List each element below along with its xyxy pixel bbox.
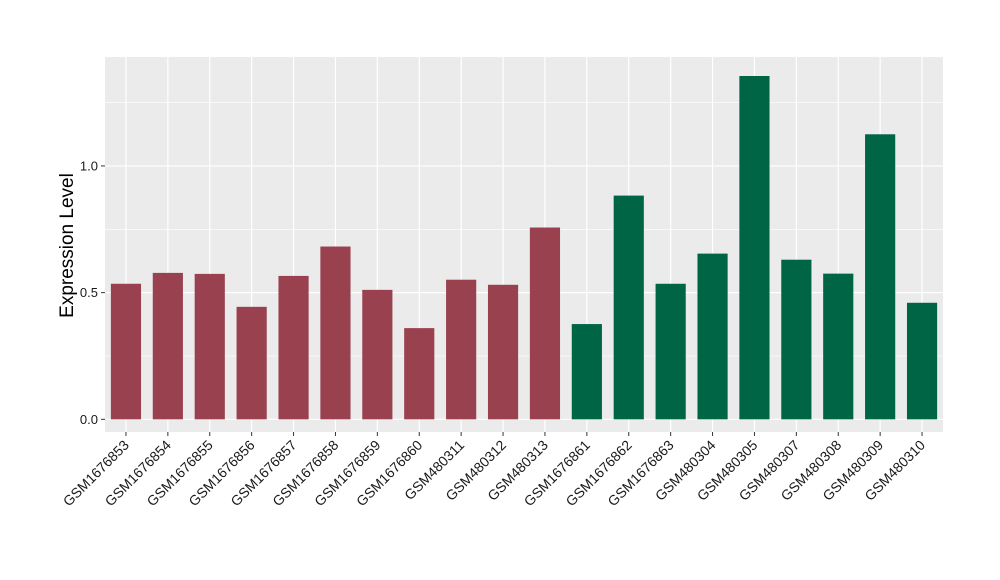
- bar-GSM480307: [781, 259, 812, 420]
- bars: [110, 76, 938, 420]
- bar-GSM1676861: [571, 324, 602, 420]
- bar-GSM1676857: [278, 275, 309, 420]
- bar-GSM1676855: [194, 273, 225, 420]
- bar-GSM480310: [906, 302, 938, 420]
- bar-GSM1676860: [404, 328, 435, 420]
- bar-GSM480308: [823, 273, 854, 420]
- bar-GSM1676862: [613, 195, 644, 420]
- bar-GSM1676863: [655, 283, 686, 420]
- bar-GSM1676853: [110, 283, 142, 420]
- bar-GSM480305: [739, 76, 770, 420]
- bar-GSM1676854: [152, 272, 183, 420]
- x-axis: GSM1676853GSM1676854GSM1676855GSM1676856…: [60, 432, 928, 509]
- y-tick-label: 0.5: [80, 285, 98, 300]
- bar-GSM480311: [446, 279, 477, 420]
- y-axis: 0.0 0.5 1.0: [80, 158, 105, 427]
- bar-GSM480304: [697, 253, 728, 420]
- plot-panel: [105, 57, 943, 432]
- y-tick-label: 1.0: [80, 158, 98, 173]
- bar-GSM480309: [865, 134, 896, 420]
- y-tick-label: 0.0: [80, 412, 98, 427]
- bar-GSM480313: [529, 227, 561, 420]
- bar-GSM1676859: [362, 289, 393, 420]
- bar-GSM480312: [487, 284, 519, 420]
- bar-GSM1676856: [236, 306, 267, 420]
- y-axis-title: Expression Level: [57, 173, 78, 318]
- bar-GSM1676858: [320, 246, 351, 420]
